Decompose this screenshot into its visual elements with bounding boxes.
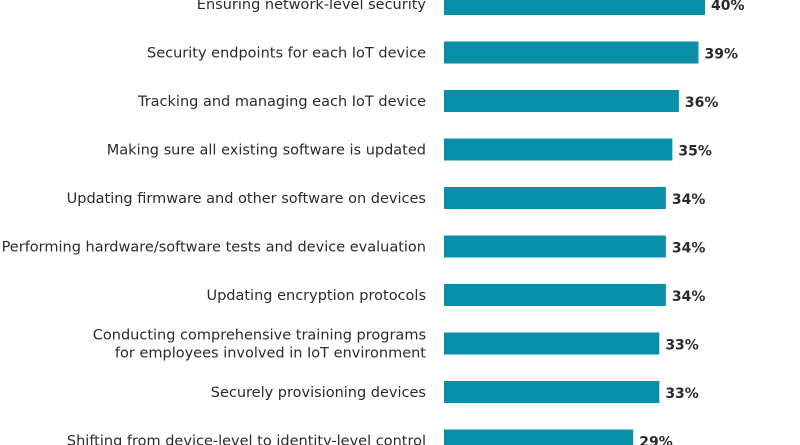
value-label-1: 40% (711, 0, 745, 14)
value-label-4: 35% (678, 144, 712, 160)
bar-10 (444, 429, 634, 445)
category-label-8-line-2: for employees involved in IoT environmen… (115, 346, 426, 362)
bar-4 (444, 138, 673, 161)
bar-1 (444, 0, 705, 15)
bar-2 (444, 41, 699, 64)
bar-8 (444, 332, 660, 355)
bar-6 (444, 235, 666, 258)
category-label-8-line-1: Conducting comprehensive training progra… (93, 328, 426, 344)
value-label-6: 34% (672, 241, 706, 257)
value-label-2: 39% (704, 47, 738, 63)
value-label-10: 29% (639, 435, 673, 445)
category-label-5: Updating firmware and other software on … (67, 191, 426, 207)
bars-group (444, 0, 705, 445)
category-labels-group: Ensuring network-level security Security … (2, 0, 427, 445)
value-label-7: 34% (672, 289, 706, 305)
value-label-9: 33% (665, 386, 699, 402)
bar-5 (444, 187, 666, 209)
value-label-5: 34% (672, 192, 706, 208)
bar-3 (444, 90, 679, 112)
value-label-3: 36% (685, 95, 719, 111)
category-label-4: Making sure all existing software is upd… (107, 143, 426, 159)
category-label-6: Performing hardware/software tests and d… (2, 240, 426, 256)
bar-9 (444, 381, 660, 403)
category-label-2: Security endpoints for each IoT device (147, 46, 426, 62)
category-label-1: Ensuring network-level security (197, 0, 427, 13)
category-label-3: Tracking and managing each IoT device (137, 94, 426, 110)
value-labels-group: 40% 39% 36% 35% 34% 34% 34% 33% 33% 29% (639, 0, 744, 445)
category-label-10: Shifting from device-level to identity-l… (67, 434, 426, 445)
bar-7 (444, 284, 666, 306)
category-label-9: Securely provisioning devices (211, 385, 426, 401)
category-label-7: Updating encryption protocols (206, 288, 426, 304)
value-label-8: 33% (665, 338, 699, 354)
